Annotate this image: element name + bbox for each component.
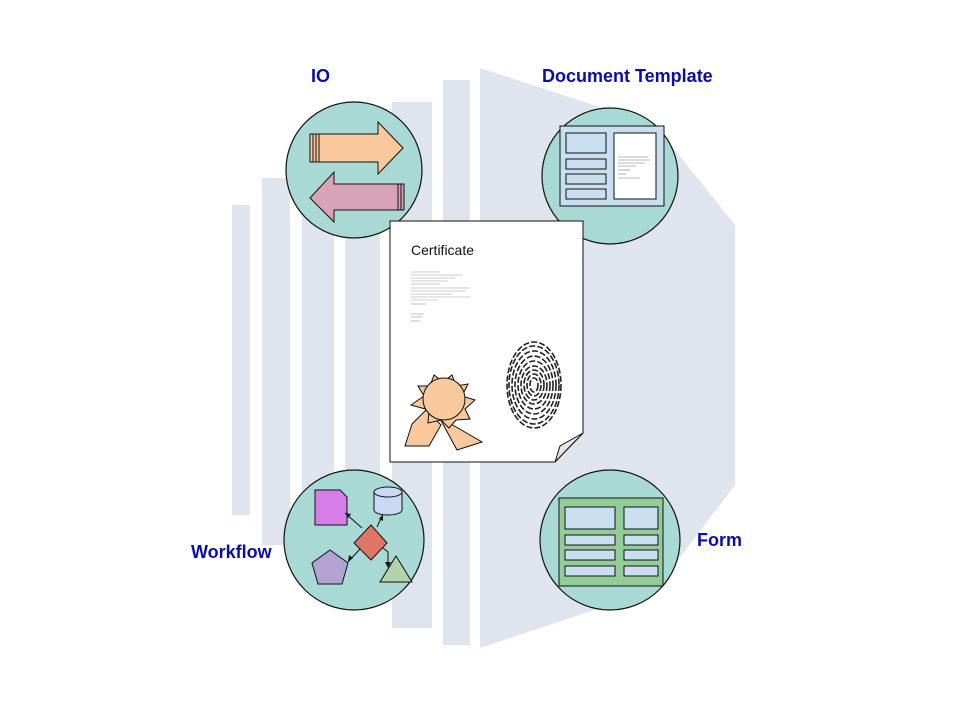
io-circle xyxy=(285,101,423,239)
document-template-label: Document Template xyxy=(542,66,713,86)
wf-pentagon-icon xyxy=(311,549,349,585)
certificate-title: Certificate xyxy=(411,242,475,258)
workflow-circle xyxy=(283,469,425,611)
wf-triangle-icon xyxy=(379,555,413,583)
wf-page-icon xyxy=(314,489,348,526)
form-grid-icon xyxy=(558,497,664,587)
award-seal-icon xyxy=(404,374,484,451)
arrow-right-icon xyxy=(309,120,404,176)
workflow-label: Workflow xyxy=(191,542,272,562)
page-curl-icon xyxy=(554,432,584,463)
certificate-page xyxy=(389,220,584,463)
fingerprint-icon xyxy=(506,341,562,429)
wf-cylinder-icon xyxy=(373,486,403,516)
arrow-left-icon xyxy=(309,170,405,224)
io-label: IO xyxy=(311,66,331,86)
wf-diamond-icon xyxy=(353,524,388,561)
form-label: Form xyxy=(697,530,742,550)
template-page-icon xyxy=(559,125,665,207)
flowchart-icon xyxy=(311,486,413,585)
double-arrow-icon xyxy=(309,120,405,224)
